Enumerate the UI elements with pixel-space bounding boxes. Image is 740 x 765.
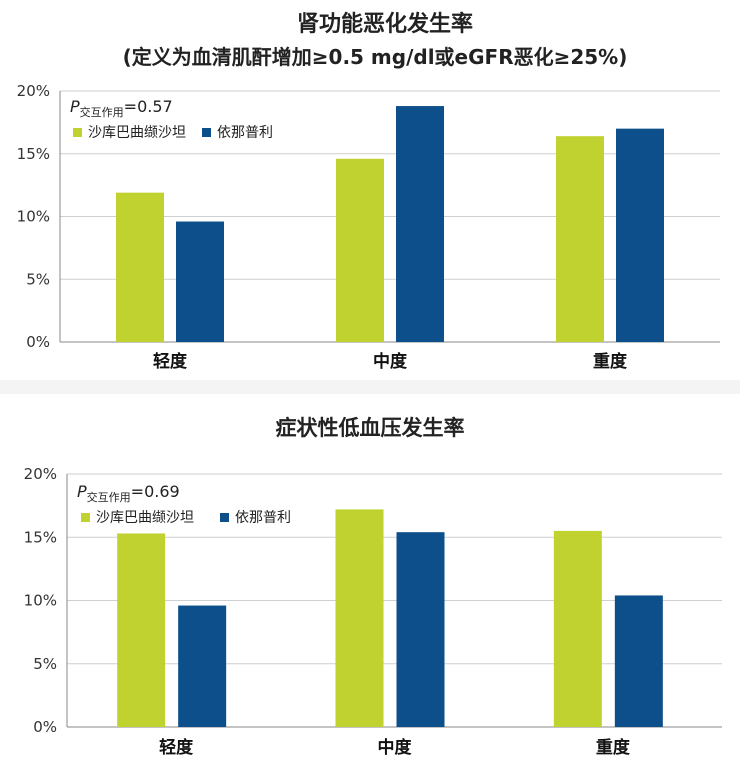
plot-area: 0% 5% 10% 15% 20% 轻度 中度 重度 bbox=[17, 82, 720, 372]
legend-swatch-series1 bbox=[81, 513, 90, 522]
bar-series2 bbox=[176, 221, 224, 342]
legend: 沙库巴曲缬沙坦 依那普利 bbox=[81, 510, 291, 526]
legend-swatch-series1 bbox=[73, 128, 82, 137]
bar-series2 bbox=[616, 128, 664, 342]
legend: 沙库巴曲缬沙坦 依那普利 bbox=[73, 125, 273, 141]
bar-series1 bbox=[116, 192, 164, 342]
bar-series2 bbox=[178, 605, 227, 727]
panel-divider bbox=[0, 380, 740, 394]
y-tick-label: 5% bbox=[26, 270, 50, 288]
svg-text:P交互作用=0.69: P交互作用=0.69 bbox=[77, 482, 180, 504]
y-tick-label: 15% bbox=[17, 145, 50, 163]
p-value-subscript: 交互作用 bbox=[87, 490, 131, 504]
bar-series1 bbox=[335, 509, 384, 727]
p-value-text: =0.69 bbox=[131, 482, 180, 501]
legend-label-series2: 依那普利 bbox=[217, 125, 273, 141]
legend-label-series2: 依那普利 bbox=[235, 510, 291, 526]
chart-panel-renal: 肾功能恶化发生率 (定义为血清肌酐增加≥0.5 mg/dl或eGFR恶化≥25%… bbox=[0, 0, 740, 380]
chart-title: 症状性低血压发生率 bbox=[276, 416, 465, 440]
chart-hypotension-svg: 症状性低血压发生率 0% 5% 10% 15% 20% 轻度 中度 重度 P交互作用=0.69… bbox=[24, 416, 722, 758]
bar-series2 bbox=[396, 532, 445, 727]
y-tick-label: 0% bbox=[33, 718, 57, 736]
chart-subtitle: (定义为血清肌酐增加≥0.5 mg/dl或eGFR恶化≥25%) bbox=[123, 45, 628, 69]
chart-panel-hypotension: 症状性低血压发生率 0% 5% 10% 15% 20% 轻度 中度 重度 P交互作用=0.69… bbox=[0, 394, 740, 765]
x-category-label: 中度 bbox=[378, 737, 413, 758]
p-value-letter: P bbox=[77, 482, 87, 501]
bar-series2 bbox=[396, 106, 444, 342]
svg-text:P交互作用=0.57: P交互作用=0.57 bbox=[70, 97, 173, 119]
legend-label-series1: 沙库巴曲缬沙坦 bbox=[96, 510, 194, 526]
p-value-annotation: P交互作用=0.57 bbox=[70, 97, 173, 119]
p-value-letter: P bbox=[70, 97, 80, 116]
legend-label-series1: 沙库巴曲缬沙坦 bbox=[88, 125, 186, 141]
p-value-annotation: P交互作用=0.69 bbox=[77, 482, 180, 504]
y-tick-label: 10% bbox=[17, 208, 50, 226]
legend-swatch-series2 bbox=[202, 128, 211, 137]
y-tick-label: 10% bbox=[24, 592, 57, 610]
chart-renal-svg: 肾功能恶化发生率 (定义为血清肌酐增加≥0.5 mg/dl或eGFR恶化≥25%… bbox=[17, 11, 720, 372]
bar-series1 bbox=[117, 533, 166, 727]
bar-series1 bbox=[556, 136, 604, 342]
y-tick-label: 5% bbox=[33, 655, 57, 673]
y-tick-label: 20% bbox=[24, 465, 57, 483]
y-tick-label: 20% bbox=[17, 82, 50, 100]
x-category-label: 中度 bbox=[373, 351, 408, 372]
chart-title: 肾功能恶化发生率 bbox=[297, 11, 473, 37]
x-category-label: 轻度 bbox=[153, 351, 188, 372]
plot-area: 0% 5% 10% 15% 20% 轻度 中度 重度 bbox=[24, 465, 722, 758]
y-tick-label: 15% bbox=[24, 528, 57, 546]
p-value-subscript: 交互作用 bbox=[80, 105, 124, 119]
y-tick-label: 0% bbox=[26, 333, 50, 351]
x-category-label: 重度 bbox=[596, 737, 631, 758]
legend-swatch-series2 bbox=[220, 513, 229, 522]
bar-series1 bbox=[336, 158, 384, 342]
x-category-label: 轻度 bbox=[159, 737, 194, 758]
p-value-text: =0.57 bbox=[124, 97, 173, 116]
x-category-label: 重度 bbox=[593, 351, 628, 372]
bar-series1 bbox=[553, 530, 602, 727]
bar-series2 bbox=[614, 595, 663, 727]
